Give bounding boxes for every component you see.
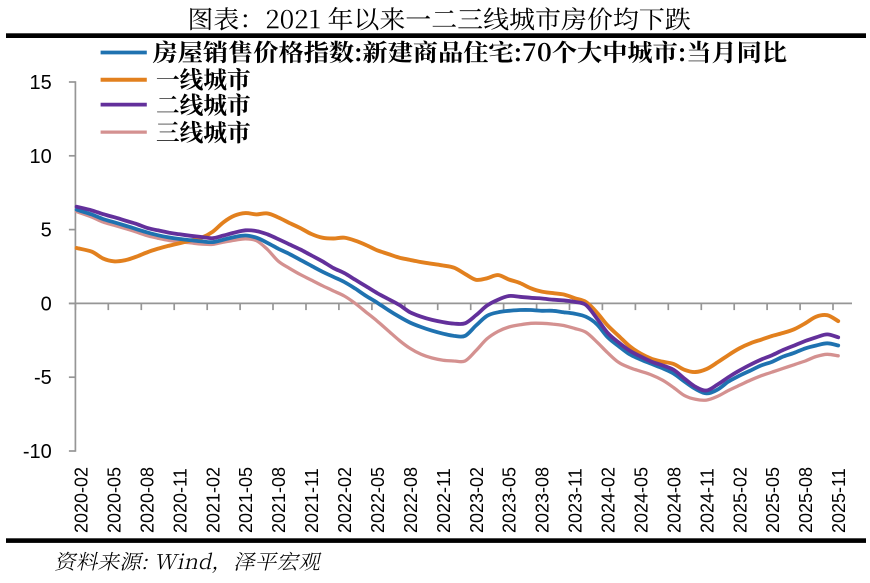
svg-text:2022-11: 2022-11 <box>434 468 454 533</box>
svg-text:2023-02: 2023-02 <box>467 467 487 533</box>
svg-text:2025-02: 2025-02 <box>730 467 750 533</box>
svg-text:2024-08: 2024-08 <box>664 467 684 533</box>
svg-text:2024-11: 2024-11 <box>697 468 717 533</box>
svg-text:10: 10 <box>30 146 52 168</box>
svg-text:2022-05: 2022-05 <box>368 467 388 533</box>
svg-text:0: 0 <box>41 293 52 315</box>
svg-text:2023-11: 2023-11 <box>566 468 586 533</box>
svg-text:2025-11: 2025-11 <box>829 468 849 533</box>
svg-text:2023-08: 2023-08 <box>533 467 553 533</box>
svg-text:2020-05: 2020-05 <box>104 467 124 533</box>
svg-text:2021-11: 2021-11 <box>302 468 322 533</box>
svg-text:2021-05: 2021-05 <box>236 467 256 533</box>
svg-text:2021-02: 2021-02 <box>203 467 223 533</box>
svg-text:2022-02: 2022-02 <box>335 467 355 533</box>
svg-text:2023-05: 2023-05 <box>500 467 520 533</box>
svg-text:2020-02: 2020-02 <box>72 467 92 533</box>
svg-text:5: 5 <box>41 220 52 242</box>
svg-text:-10: -10 <box>23 441 52 463</box>
svg-text:2025-08: 2025-08 <box>796 467 816 533</box>
svg-text:2020-11: 2020-11 <box>170 468 190 533</box>
svg-text:-5: -5 <box>34 367 52 389</box>
svg-text:2024-02: 2024-02 <box>599 467 619 533</box>
svg-text:2021-08: 2021-08 <box>269 467 289 533</box>
svg-text:2024-05: 2024-05 <box>632 467 652 533</box>
svg-text:2025-05: 2025-05 <box>763 467 783 533</box>
svg-text:15: 15 <box>30 72 52 94</box>
svg-text:2022-08: 2022-08 <box>401 467 421 533</box>
svg-text:2020-08: 2020-08 <box>137 467 157 533</box>
